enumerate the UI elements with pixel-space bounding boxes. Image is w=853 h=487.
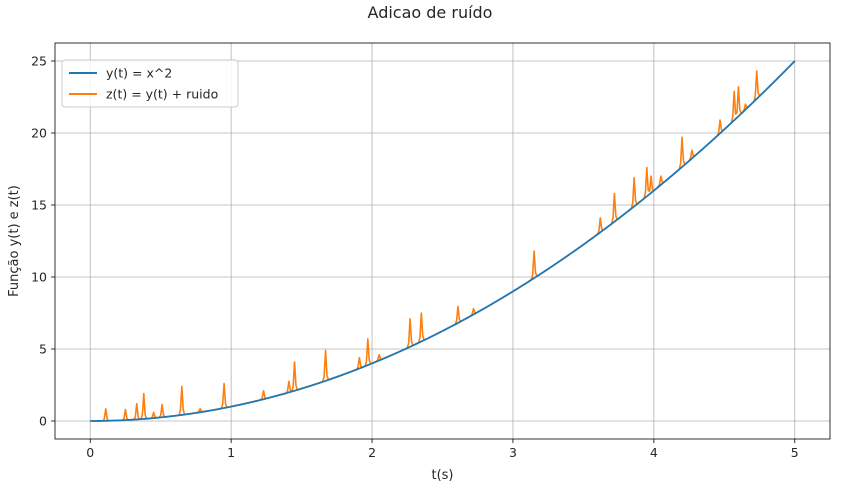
legend-box — [61, 59, 239, 108]
y-tick-label: 5 — [39, 342, 47, 357]
ticks: 0 1 2 3 4 5 0 5 10 15 20 25 — [31, 54, 799, 461]
y-tick-label: 15 — [31, 198, 47, 213]
legend-label: z(t) = y(t) + ruido — [106, 87, 218, 102]
x-tick-label: 1 — [227, 445, 235, 460]
y-tick-label: 0 — [39, 414, 47, 429]
plot-area — [90, 60, 796, 422]
x-tick-label: 4 — [650, 445, 658, 460]
axes-frame — [54, 42, 831, 440]
x-tick-label: 2 — [368, 445, 376, 460]
x-tick-label: 3 — [509, 445, 517, 460]
series-line-z — [90, 60, 796, 422]
y-tick-label: 10 — [31, 270, 47, 285]
x-axis-label: t(s) — [431, 468, 453, 483]
y-axis-label: Função y(t) e z(t) — [7, 185, 22, 297]
legend-label: y(t) = x^2 — [106, 66, 172, 81]
y-tick-label: 20 — [31, 126, 47, 141]
legend: y(t) = x^2 z(t) = y(t) + ruido — [61, 59, 239, 108]
chart-title: Adicao de ruído — [368, 3, 493, 22]
y-tick-label: 25 — [31, 54, 47, 69]
x-tick-label: 5 — [791, 445, 799, 460]
x-tick-label: 0 — [86, 445, 94, 460]
series-line-y — [90, 60, 796, 422]
